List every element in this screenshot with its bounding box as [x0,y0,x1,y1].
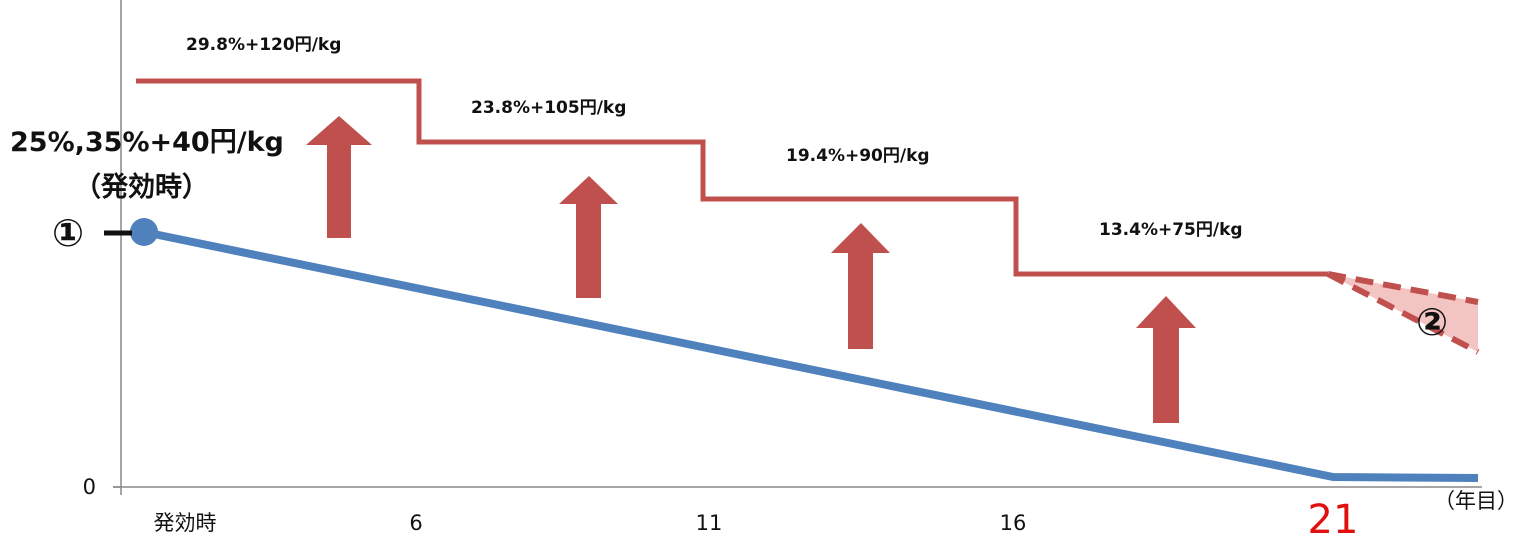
x-tick-label-21: 21 [1308,497,1359,538]
start-rate-label: 25%,35%+40円/kg [10,127,284,158]
step-label-1: 29.8%+120円/kg [186,35,341,55]
marker-2-label: ② [1416,300,1448,344]
x-tick-label-6: 6 [409,511,422,535]
start-time-label: （発効時） [74,171,209,203]
decline-line [143,228,1479,482]
x-tick-label-11: 11 [696,511,723,535]
step-label-2: 23.8%+105円/kg [471,98,626,118]
x-tick-label-16: 16 [1000,511,1027,535]
projection-line-lower [1326,271,1480,355]
up-arrow-2 [559,176,618,298]
start-point-marker [130,218,158,246]
step-label-3: 19.4%+90円/kg [786,146,930,166]
up-arrow-3 [831,223,890,349]
step-label-4: 13.4%+75円/kg [1099,220,1243,240]
projection-line-upper [1327,271,1479,305]
marker-1-label: ① [52,211,84,255]
x-axis-unit-label: （年目） [1434,489,1518,513]
x-tick-label-start: 発効時 [154,511,217,535]
tariff-step-line [136,78,1328,277]
up-arrow-4 [1136,296,1196,423]
up-arrow-1 [306,116,372,238]
y-tick-label-0: 0 [83,475,96,499]
